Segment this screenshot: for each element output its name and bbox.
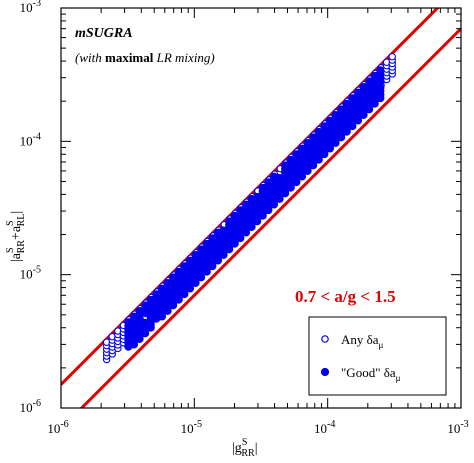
subtitle-part-2: LR (153, 50, 171, 65)
y-tick-label: 10-3 (20, 0, 41, 15)
svg-text:|aSRR+aSRL|: |aSRR+aSRL| (5, 211, 27, 262)
point-good (376, 66, 385, 75)
x-tick-label: 10-3 (447, 419, 468, 436)
x-tick-label: 10-4 (314, 419, 335, 436)
point-good (264, 205, 273, 215)
subtitle-part-3: mixing) (172, 50, 215, 65)
chart-subtitle: (with maximal LR mixing) (75, 50, 215, 65)
y-tick-label: 10-6 (20, 398, 41, 415)
point-any (388, 52, 397, 61)
tick-labels: 10-6 10-5 10-4 10-3 10-6 10-5 10-4 10-3 (20, 0, 469, 436)
point-good (376, 83, 385, 92)
point-good (197, 273, 206, 282)
subtitle-part-1: maximal (105, 50, 154, 65)
x-axis-label: |gS RR| (232, 437, 258, 459)
legend-box (308, 316, 447, 396)
ratio-annotation: 0.7 < a/g < 1.5 (295, 287, 396, 306)
point-good (320, 149, 329, 159)
legend-marker-good (320, 367, 330, 377)
axis-ticks (60, 7, 462, 409)
subtitle-part-0: (with (75, 50, 105, 65)
chart-title: mSUGRA (75, 26, 133, 41)
plot-frame (60, 7, 462, 409)
y-axis-label: |aSRR+aSRL| (5, 211, 27, 262)
series-good (124, 66, 385, 351)
ratio-bound-line-0 (79, 27, 461, 408)
x-tick-label: 10-5 (181, 419, 202, 436)
x-tick-label: 10-6 (47, 419, 68, 436)
legend-label-good: "Good" δaμ (341, 365, 401, 383)
legend-marker-any (321, 335, 329, 343)
y-tick-label: 10-5 (20, 265, 41, 282)
y-tick-label: 10-4 (20, 131, 41, 148)
legend-label-any: Any δaμ (341, 332, 384, 350)
legend: Any δaμ "Good" δaμ (308, 316, 447, 396)
data-points (102, 52, 397, 364)
